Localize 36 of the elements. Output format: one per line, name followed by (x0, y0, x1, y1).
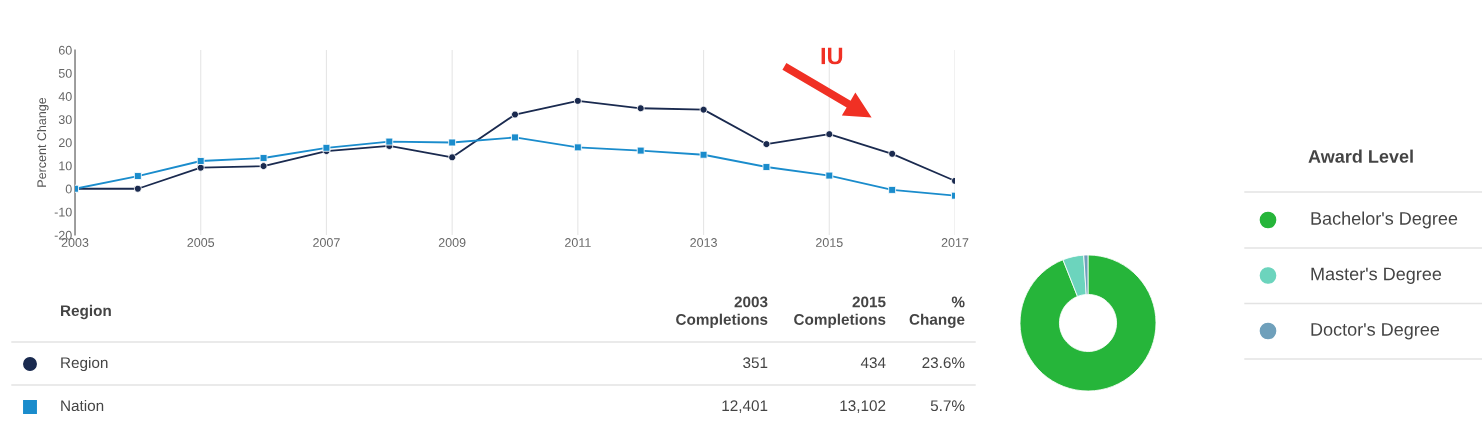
legend-title: Award Level (1308, 149, 1413, 163)
x-tick-label: 2017 (941, 238, 969, 247)
x-tick-label: 2005 (187, 238, 215, 247)
x-tick-label: 2007 (313, 238, 340, 247)
x-tick-label: 2009 (438, 238, 466, 247)
text: 351 (743, 357, 768, 369)
y-tick-label: 10 (59, 161, 72, 171)
y-tick-label: 20 (58, 138, 72, 148)
y-tick-label: 30 (58, 115, 72, 125)
legend-label: Region (61, 356, 108, 372)
legend-label: Bachelor's Degree (1311, 211, 1458, 229)
x-tick-label: 2013 (690, 238, 717, 247)
y-axis-title: Percent Change (36, 97, 49, 187)
y-tick-label: 40 (58, 92, 72, 101)
x-tick-label: 2011 (565, 238, 591, 247)
text: % Change (909, 296, 965, 328)
y-tick-label: 60 (58, 45, 72, 55)
y-tick-label: 0 (65, 184, 72, 194)
text: 2003 Completions (676, 296, 768, 328)
donut-slice (1019, 254, 1157, 392)
y-tick-label: -10 (54, 207, 72, 217)
y-tick-label: -20 (54, 230, 72, 240)
text: 2015 Completions (794, 296, 886, 328)
text: 5.7% (930, 400, 965, 412)
legend-label: Master's Degree (1311, 267, 1442, 284)
text: 23.6% (922, 357, 965, 369)
text: 434 (860, 357, 886, 369)
annotation: IU (821, 47, 843, 65)
x-tick-label: 2015 (816, 238, 843, 247)
legend-label: Nation (61, 399, 104, 412)
text: 12,401 (722, 400, 768, 413)
text: 13,102 (840, 400, 886, 413)
x-tick-label: 2003 (61, 238, 89, 247)
y-tick-label: 50 (58, 68, 72, 78)
legend-label: Doctor's Degree (1311, 323, 1440, 340)
text: Region (61, 304, 111, 320)
